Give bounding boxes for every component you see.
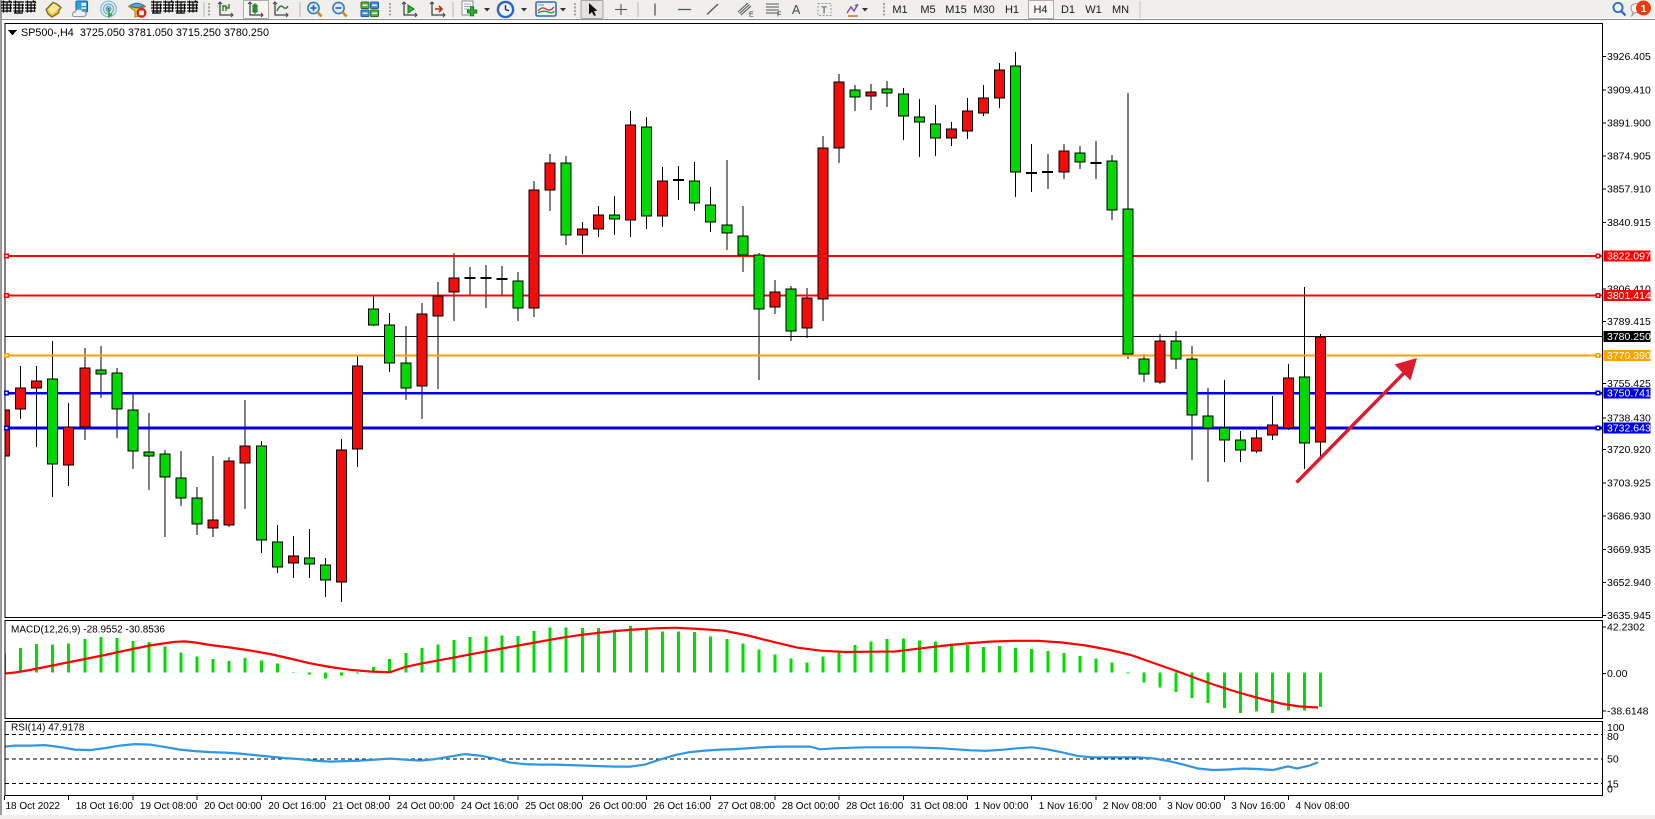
svg-text:3874.905: 3874.905	[1607, 151, 1651, 163]
svg-text:3789.415: 3789.415	[1607, 316, 1651, 328]
svg-text:E: E	[749, 12, 754, 19]
svg-text:H1: H1	[1005, 4, 1019, 16]
svg-text:3801.414: 3801.414	[1607, 290, 1651, 302]
svg-text:D1: D1	[1061, 4, 1075, 16]
svg-text:24 Oct 16:00: 24 Oct 16:00	[461, 801, 519, 812]
svg-text:26 Oct 00:00: 26 Oct 00:00	[589, 801, 647, 812]
svg-text:3703.925: 3703.925	[1607, 478, 1651, 490]
svg-text:80: 80	[1607, 731, 1619, 743]
svg-text:20 Oct 00:00: 20 Oct 00:00	[204, 801, 262, 812]
svg-text:28 Oct 16:00: 28 Oct 16:00	[846, 801, 904, 812]
svg-text:15: 15	[1607, 779, 1619, 791]
svg-text:3732.643: 3732.643	[1607, 423, 1651, 435]
svg-text:3770.390: 3770.390	[1607, 350, 1651, 362]
svg-text:3 Nov 16:00: 3 Nov 16:00	[1231, 801, 1285, 812]
svg-text:SP500-,H4 3725.050 3781.050 3: SP500-,H4 3725.050 3781.050 3715.250 378…	[21, 27, 269, 39]
svg-text:3755.425: 3755.425	[1607, 378, 1651, 390]
svg-text:3840.915: 3840.915	[1607, 217, 1651, 229]
svg-text:1 Nov 00:00: 1 Nov 00:00	[975, 801, 1029, 812]
svg-text:3780.250: 3780.250	[1607, 331, 1651, 343]
svg-text:20 Oct 16:00: 20 Oct 16:00	[268, 801, 326, 812]
svg-text:3 Nov 00:00: 3 Nov 00:00	[1167, 801, 1221, 812]
svg-text:-38.6148: -38.6148	[1607, 706, 1649, 718]
svg-text:W1: W1	[1085, 4, 1102, 16]
svg-text:1: 1	[1641, 3, 1647, 15]
svg-text:T: T	[821, 6, 827, 17]
svg-text:25 Oct 08:00: 25 Oct 08:00	[525, 801, 583, 812]
svg-text:26 Oct 16:00: 26 Oct 16:00	[654, 801, 712, 812]
svg-text:42.2302: 42.2302	[1607, 622, 1645, 634]
svg-text:M15: M15	[945, 4, 966, 16]
svg-text:MN: MN	[1112, 4, 1129, 16]
svg-text:H4: H4	[1033, 4, 1047, 16]
svg-text:A: A	[792, 3, 801, 17]
svg-text:18 Oct 2022: 18 Oct 2022	[6, 801, 61, 812]
svg-text:M30: M30	[973, 4, 994, 16]
svg-text:3652.940: 3652.940	[1607, 577, 1651, 589]
svg-text:50: 50	[1607, 754, 1619, 766]
svg-text:18 Oct 16:00: 18 Oct 16:00	[76, 801, 134, 812]
svg-text:M5: M5	[920, 4, 935, 16]
svg-text:3891.900: 3891.900	[1607, 118, 1651, 130]
svg-text:27 Oct 08:00: 27 Oct 08:00	[718, 801, 776, 812]
svg-text:3857.910: 3857.910	[1607, 184, 1651, 196]
svg-text:M1: M1	[892, 4, 907, 16]
svg-text:0: 0	[1607, 784, 1613, 796]
svg-text:3635.945: 3635.945	[1607, 610, 1651, 622]
svg-text:3686.930: 3686.930	[1607, 511, 1651, 523]
svg-text:100: 100	[1607, 722, 1625, 734]
svg-text:F: F	[777, 12, 781, 19]
svg-text:3822.097: 3822.097	[1607, 250, 1651, 262]
svg-text:21 Oct 08:00: 21 Oct 08:00	[333, 801, 391, 812]
svg-text:3669.935: 3669.935	[1607, 544, 1651, 556]
svg-text:1 Nov 16:00: 1 Nov 16:00	[1039, 801, 1093, 812]
svg-text:3738.430: 3738.430	[1607, 412, 1651, 424]
svg-text:MACD(12,26,9) -28.9552 -30.853: MACD(12,26,9) -28.9552 -30.8536	[11, 625, 165, 636]
svg-text:28 Oct 00:00: 28 Oct 00:00	[782, 801, 840, 812]
svg-text:3926.405: 3926.405	[1607, 51, 1651, 63]
svg-text:2 Nov 08:00: 2 Nov 08:00	[1103, 801, 1157, 812]
svg-text:31 Oct 08:00: 31 Oct 08:00	[910, 801, 968, 812]
svg-text:3750.741: 3750.741	[1607, 388, 1651, 400]
svg-text:4 Nov 08:00: 4 Nov 08:00	[1296, 801, 1350, 812]
svg-text:3720.920: 3720.920	[1607, 444, 1651, 456]
svg-text:19 Oct 08:00: 19 Oct 08:00	[140, 801, 198, 812]
svg-text:3909.410: 3909.410	[1607, 85, 1651, 97]
svg-text:24 Oct 00:00: 24 Oct 00:00	[397, 801, 455, 812]
svg-text:0.00: 0.00	[1607, 668, 1628, 680]
svg-text:RSI(14) 47.9178: RSI(14) 47.9178	[11, 723, 85, 734]
